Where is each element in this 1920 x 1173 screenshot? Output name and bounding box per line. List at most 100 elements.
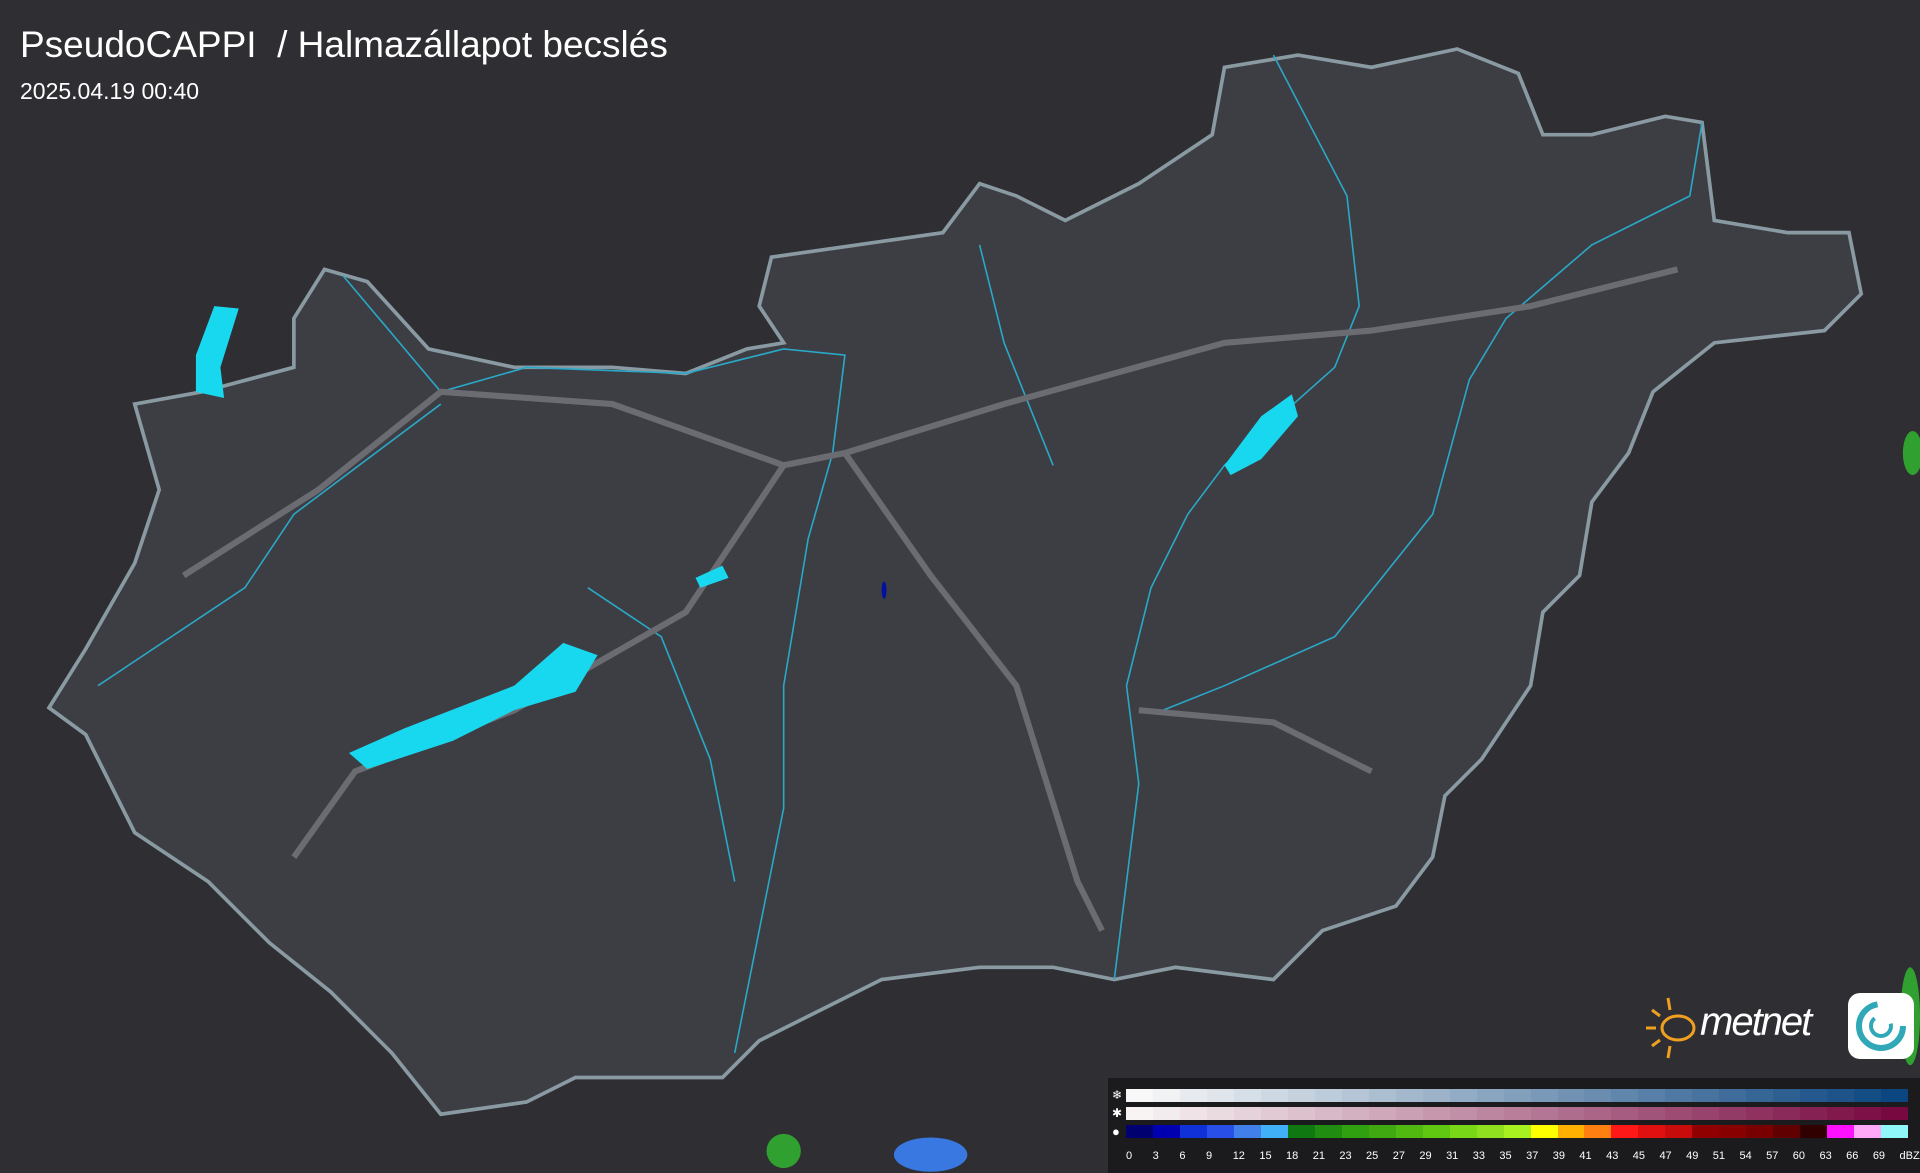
- legend-label: 63: [1819, 1150, 1832, 1162]
- snow-swatch: [1233, 1089, 1261, 1102]
- mixed-swatch: [1476, 1107, 1504, 1120]
- mixed-swatch: [1233, 1107, 1261, 1120]
- snow-swatch: [1152, 1089, 1180, 1102]
- rain-swatch: [1800, 1125, 1828, 1138]
- metnet-logo: metnet: [1638, 990, 1918, 1065]
- legend-unit: dBZ: [1899, 1150, 1920, 1162]
- snow-swatch: [1746, 1089, 1774, 1102]
- snow-swatch: [1126, 1089, 1153, 1102]
- rain-swatch: [1368, 1125, 1396, 1138]
- mixed-swatch: [1638, 1107, 1666, 1120]
- sun-icon: [1646, 997, 1696, 1059]
- rain-swatch: [1719, 1125, 1747, 1138]
- legend-label: 51: [1712, 1150, 1726, 1162]
- rain-swatch: [1827, 1125, 1855, 1138]
- legend-label: 9: [1206, 1150, 1213, 1162]
- rain-swatch: [1881, 1125, 1909, 1138]
- mixed-swatch: [1746, 1107, 1774, 1120]
- mixed-swatch: [1827, 1107, 1855, 1120]
- snow-swatch: [1179, 1089, 1207, 1102]
- mixed-swatch: [1611, 1107, 1639, 1120]
- snow-swatch: [1503, 1089, 1531, 1102]
- snow-swatch: [1827, 1089, 1855, 1102]
- rivers: [97, 54, 1703, 1054]
- mixed-swatch: [1854, 1107, 1882, 1120]
- raindrop-icon: ●: [1112, 1124, 1120, 1139]
- mixed-swatch: [1287, 1107, 1315, 1120]
- snow-swatch: [1206, 1089, 1234, 1102]
- snow-swatch: [1395, 1089, 1423, 1102]
- rain-swatch: [1746, 1125, 1774, 1138]
- rain-swatch: [1152, 1125, 1180, 1138]
- legend-label: 23: [1339, 1150, 1352, 1162]
- legend-label: 3: [1152, 1150, 1159, 1162]
- rain-swatch: [1233, 1125, 1261, 1138]
- legend-label: 15: [1259, 1150, 1272, 1162]
- legend-label: 39: [1552, 1150, 1565, 1162]
- legend-label: 35: [1499, 1150, 1512, 1162]
- rain-swatch: [1179, 1125, 1207, 1138]
- mixed-swatch: [1557, 1107, 1585, 1120]
- mixed-swatch: [1719, 1107, 1747, 1120]
- legend-labels: 0 3 6 9 12 15 18 21 23 25 27 29 31 33 35 37 39 41 43 45 47 49…: [1126, 1150, 1920, 1162]
- mixed-swatch: [1314, 1107, 1342, 1120]
- legend-label: 6: [1179, 1150, 1186, 1162]
- mixed-swatch: [1152, 1107, 1180, 1120]
- mixed-swatch: [1126, 1107, 1153, 1120]
- rain-swatch: [1665, 1125, 1693, 1138]
- legend-label: 12: [1232, 1150, 1245, 1162]
- legend-label: 41: [1579, 1150, 1592, 1162]
- snow-swatch: [1260, 1089, 1288, 1102]
- snow-swatch: [1368, 1089, 1396, 1102]
- snow-swatch: [1314, 1089, 1342, 1102]
- mixed-scale: [1126, 1107, 1909, 1120]
- legend-label: 25: [1366, 1150, 1379, 1162]
- mixed-swatch: [1260, 1107, 1288, 1120]
- snow-swatch: [1287, 1089, 1315, 1102]
- snow-swatch: [1719, 1089, 1747, 1102]
- mixed-swatch: [1206, 1107, 1234, 1120]
- legend-label: 43: [1606, 1150, 1619, 1162]
- logo-text: metnet: [1700, 1000, 1812, 1044]
- hungary-outline: [46, 47, 1864, 1117]
- legend-label: 31: [1446, 1150, 1459, 1162]
- snow-swatch: [1341, 1089, 1369, 1102]
- rain-swatch: [1584, 1125, 1612, 1138]
- rain-swatch: [1530, 1125, 1558, 1138]
- legend-label: 27: [1392, 1150, 1405, 1162]
- mixed-swatch: [1773, 1107, 1801, 1120]
- rain-swatch: [1692, 1125, 1720, 1138]
- rain-swatch: [1557, 1125, 1585, 1138]
- mixed-swatch: [1179, 1107, 1207, 1120]
- mixed-swatch: [1503, 1107, 1531, 1120]
- legend-label: 57: [1766, 1150, 1779, 1162]
- legend-label: 60: [1792, 1150, 1806, 1162]
- legend-label: 54: [1739, 1150, 1752, 1162]
- mixed-swatch: [1449, 1107, 1477, 1120]
- legend-label: 29: [1419, 1150, 1432, 1162]
- rain-swatch: [1476, 1125, 1504, 1138]
- rain-swatch: [1422, 1125, 1450, 1138]
- legend-label: 69: [1872, 1150, 1886, 1162]
- snow-swatch: [1773, 1089, 1801, 1102]
- snow-swatch: [1638, 1089, 1666, 1102]
- snow-swatch: [1611, 1089, 1639, 1102]
- rain-swatch: [1773, 1125, 1801, 1138]
- rain-swatch: [1395, 1125, 1423, 1138]
- snow-swatch: [1557, 1089, 1585, 1102]
- legend-label: 33: [1472, 1150, 1485, 1162]
- logo-swirl-icon: [1848, 993, 1914, 1059]
- mixed-swatch: [1584, 1107, 1612, 1120]
- rain-scale: [1126, 1125, 1909, 1138]
- mixed-swatch: [1800, 1107, 1828, 1120]
- snowflake-icon: ❄: [1112, 1088, 1123, 1102]
- rain-swatch: [1854, 1125, 1882, 1138]
- map-timestamp: 2025.04.19 00:40: [20, 78, 200, 104]
- legend-label: 47: [1659, 1150, 1672, 1162]
- rain-swatch: [1314, 1125, 1342, 1138]
- lakes: [195, 306, 1298, 769]
- snow-swatch: [1422, 1089, 1450, 1102]
- rain-swatch: [1206, 1125, 1234, 1138]
- legend-label: 66: [1846, 1150, 1859, 1162]
- rain-swatch: [1503, 1125, 1531, 1138]
